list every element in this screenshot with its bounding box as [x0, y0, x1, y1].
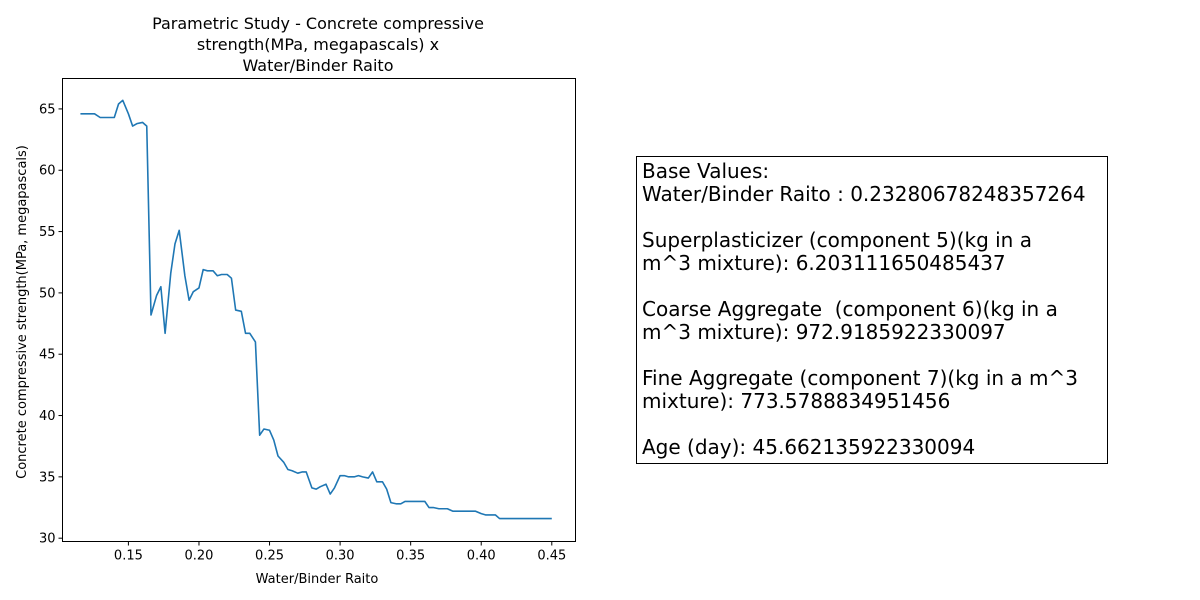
info-box-line: Fine Aggregate (component 7)(kg in a m^3 [642, 366, 1078, 390]
info-box-spacer [642, 206, 1107, 229]
y-tick-label: 30 [39, 532, 56, 547]
y-tick-label: 60 [39, 164, 56, 179]
y-tick-label: 35 [39, 470, 56, 485]
info-box-line: Age (day): 45.662135922330094 [642, 435, 976, 459]
chart-series [80, 99, 552, 520]
info-box-spacer [642, 275, 1107, 298]
chart-title-line: Parametric Study - Concrete compressive [152, 14, 484, 33]
y-axis-ticks: 30 35 40 45 50 55 60 65 [39, 102, 63, 547]
x-tick-label: 0.30 [326, 549, 355, 564]
base-values-box: Base Values: Water/Binder Raito : 0.23280… [636, 156, 1108, 464]
x-axis-label: Water/Binder Raito [256, 572, 379, 587]
chart-title-line: strength(MPa, megapascals) x [197, 35, 439, 54]
y-tick-label: 40 [39, 409, 56, 424]
plot-area-frame [62, 78, 576, 542]
x-tick-label: 0.25 [255, 549, 284, 564]
info-box-line: Coarse Aggregate (component 6)(kg in a [642, 297, 1058, 321]
info-box-line: Superplasticizer (component 5)(kg in a [642, 228, 1032, 252]
x-tick-label: 0.40 [467, 549, 496, 564]
y-tick-label: 65 [39, 102, 56, 117]
info-box-spacer [642, 413, 1107, 436]
info-box-line: Base Values: [642, 159, 770, 183]
y-tick-label: 55 [39, 225, 56, 240]
x-axis-ticks: 0.15 0.20 0.25 0.30 0.35 0.40 0.45 [114, 541, 566, 564]
info-box-spacer [642, 344, 1107, 367]
info-box-line: m^3 mixture): 6.203111650485437 [642, 251, 1006, 275]
x-tick-label: 0.15 [114, 549, 143, 564]
x-tick-label: 0.35 [396, 549, 425, 564]
chart-title-line: Water/Binder Raito [243, 56, 394, 75]
chart-title: Parametric Study - Concrete compressive s… [152, 14, 484, 75]
y-tick-label: 45 [39, 348, 56, 363]
info-box-line: Water/Binder Raito : 0.23280678248357264 [642, 182, 1086, 206]
y-axis-label: Concrete compressive strength(MPa, megap… [15, 145, 30, 479]
series-line [80, 99, 552, 520]
x-tick-label: 0.45 [537, 549, 566, 564]
x-tick-label: 0.20 [184, 549, 213, 564]
info-box-line: mixture): 773.5788834951456 [642, 389, 951, 413]
y-tick-label: 50 [39, 286, 56, 301]
info-box-line: m^3 mixture): 972.9185922330097 [642, 320, 1006, 344]
